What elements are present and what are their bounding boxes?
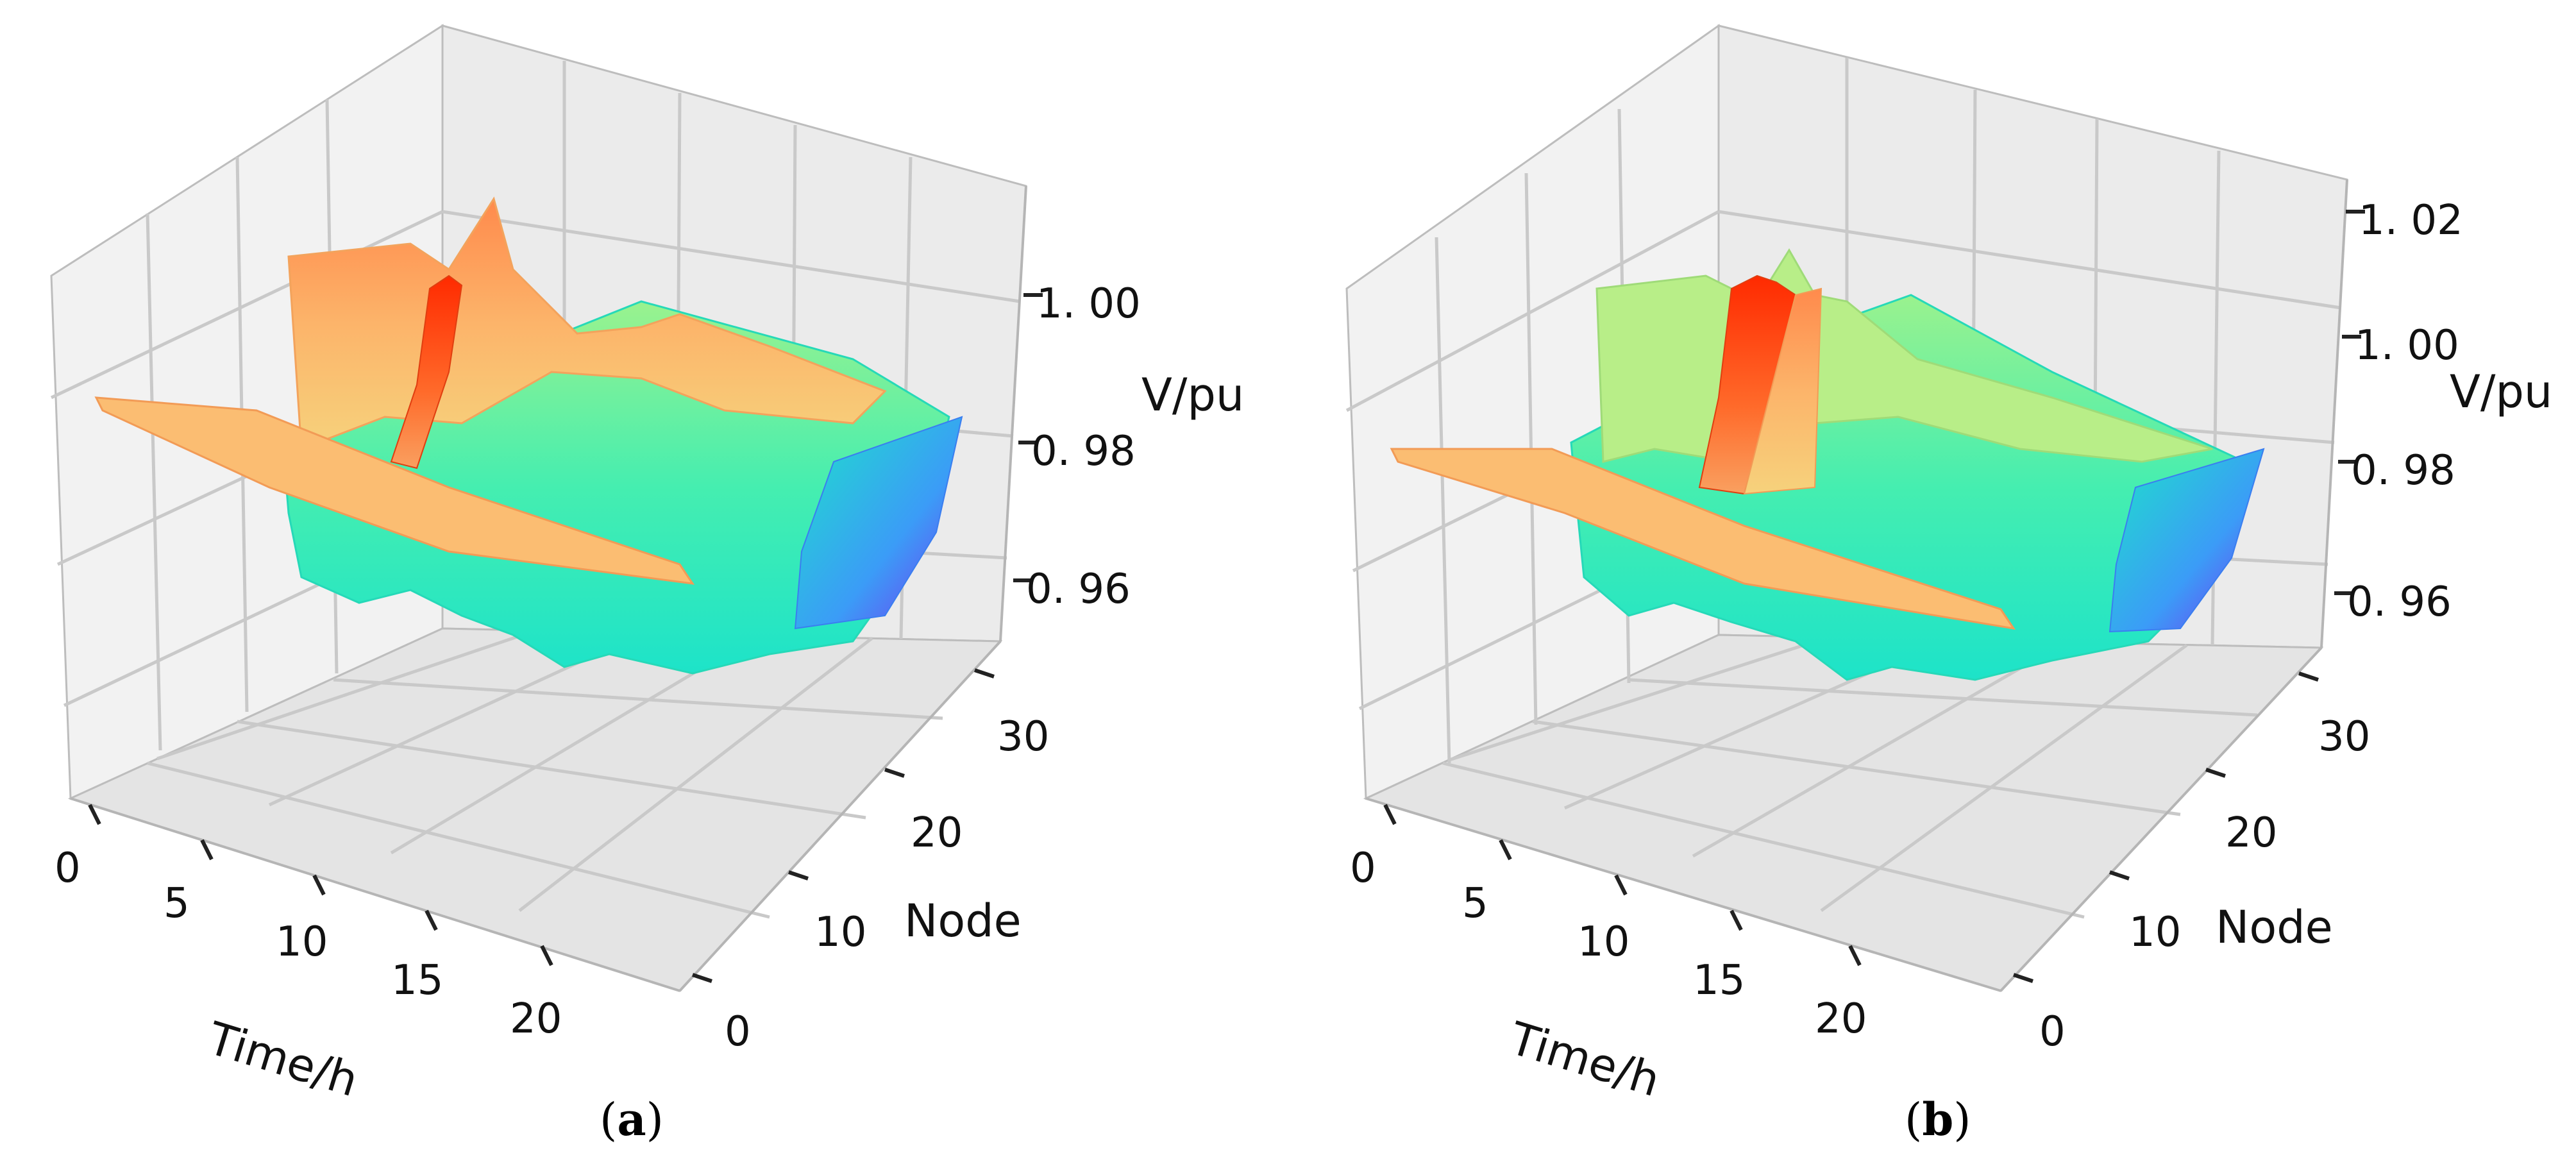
panel-a-y-axis-line (678, 640, 1002, 992)
panel-a-y-axis-label: Node (904, 895, 1022, 947)
panel-a-z-tick-label: 1. 00 (1036, 280, 1141, 328)
panel-b-surface-blue (2109, 448, 2265, 633)
panel-a-caption-letter: a (617, 1093, 646, 1146)
panel-a-z-tick-label: 0. 96 (1026, 566, 1131, 613)
panel-b-caption-letter: b (1922, 1093, 1953, 1146)
panel-b-y-axis-line (1999, 646, 2323, 992)
panel-b-z-axis-line (2320, 179, 2348, 648)
panel-a-z-ticks: 0. 96 0. 98 1. 00 (1013, 280, 1141, 613)
panel-b-x-tick-label: 20 (1815, 995, 1867, 1043)
panel-a-z-axis-line (999, 185, 1027, 642)
panel-a-y-tick-label: 10 (814, 909, 866, 956)
panel-a-surface-spike (390, 274, 463, 469)
panel-a-surface-ridge (94, 396, 695, 585)
panel-a-x-axis-label: Time/h (201, 1012, 364, 1108)
panel-b-x-tick-label: 15 (1693, 957, 1745, 1004)
panel-a-x-tick-label: 20 (510, 995, 562, 1043)
panel-b-z-axis-label: V/pu (2450, 366, 2552, 418)
panel-a-z-axis-label: V/pu (1141, 369, 1244, 421)
panel-a-surface-blue (794, 416, 963, 630)
panel-b-surface-spike-right (1743, 287, 1823, 495)
panel-a-y-tick-label: 0 (725, 1008, 751, 1056)
panel-b-y-tick-label: 20 (2225, 809, 2277, 857)
panel-a-y-ticks: 0 10 20 30 (692, 668, 1049, 1056)
panel-b-x-ticks: 0 5 10 15 20 (1350, 804, 1867, 1043)
panel-a-caption: (a) (600, 1093, 664, 1146)
panel-a-x-tick-label: 15 (391, 957, 443, 1004)
panel-b-caption: (b) (1905, 1093, 1971, 1146)
panel-b-z-tick-label: 0. 98 (2351, 447, 2455, 494)
panel-a-x-tick-label: 10 (276, 918, 328, 966)
panel-b-chart: 0 5 10 15 20 Time/h 0 10 20 30 Node 0. 9… (1345, 24, 2552, 1146)
panel-a-y-tick-label: 30 (997, 713, 1049, 761)
panel-b-y-tick-label: 10 (2129, 909, 2181, 956)
panel-b-z-tick-label: 1. 00 (2355, 322, 2459, 369)
panel-a-chart: 0 5 10 15 20 Time/h 0 10 20 30 Node 0. 9… (50, 24, 1244, 1146)
panel-b-y-tick-label: 0 (2039, 1008, 2066, 1056)
panel-a-x-axis-line (70, 797, 680, 992)
panel-a-x-ticks: 0 5 10 15 20 (55, 804, 562, 1043)
panel-b-x-axis-line (1365, 797, 2001, 992)
panel-b-y-tick-label: 30 (2318, 713, 2370, 761)
panel-b-x-tick-label: 10 (1578, 918, 1629, 966)
panel-b-y-axis-label: Node (2216, 901, 2333, 954)
panel-b-surface-ridge (1390, 448, 2016, 630)
panel-b-y-ticks: 0 10 20 30 (2013, 671, 2370, 1056)
panel-b-z-tick-label: 0. 96 (2347, 578, 2452, 626)
panel-b-z-ticks: 0. 96 0. 98 1. 00 1. 02 (2334, 197, 2463, 626)
panel-b-x-tick-label: 5 (1462, 880, 1488, 927)
panel-a-z-tick-label: 0. 98 (1031, 428, 1136, 475)
panel-a-x-tick-label: 0 (55, 845, 81, 892)
panel-b-z-tick-label: 1. 02 (2359, 197, 2463, 244)
panel-b-x-tick-label: 0 (1350, 845, 1376, 892)
panel-b-x-axis-label: Time/h (1503, 1012, 1666, 1108)
panel-a-x-tick-label: 5 (164, 880, 190, 927)
panel-a-y-tick-label: 20 (911, 809, 963, 857)
